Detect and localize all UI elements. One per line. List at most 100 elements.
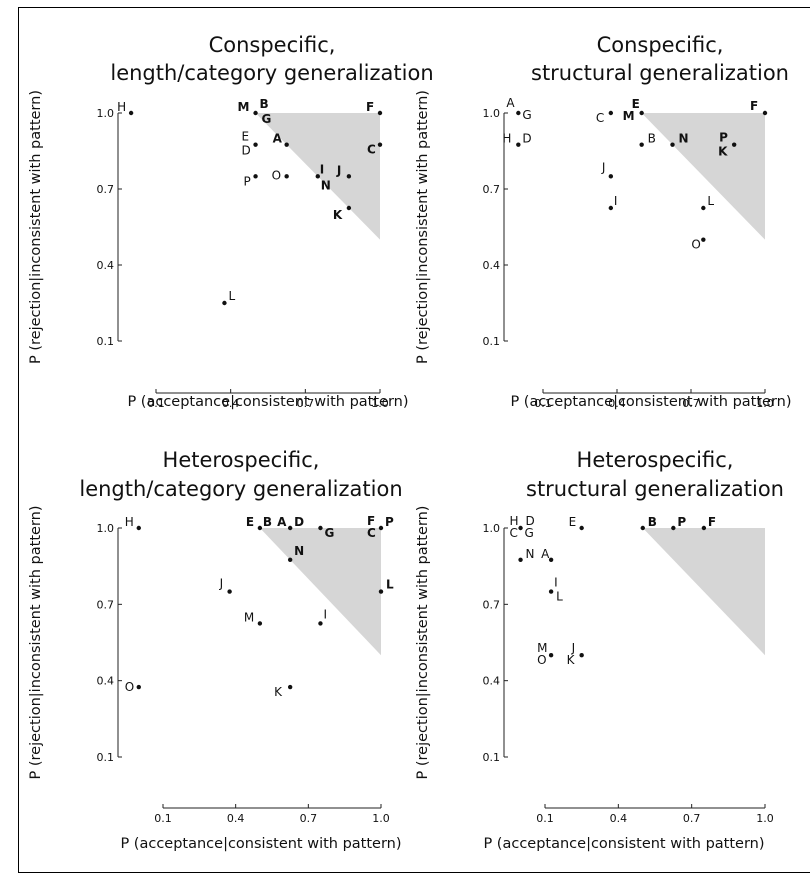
data-point	[318, 621, 323, 626]
point-label: P	[677, 515, 686, 529]
point-label: M	[537, 641, 547, 655]
data-point	[731, 142, 737, 147]
y-tick-label: 0.4	[97, 675, 115, 688]
point-label: I	[323, 607, 327, 621]
x-axis-label: P (acceptance|consistent with pattern)	[127, 394, 408, 410]
y-tick-label: 1.0	[483, 522, 501, 535]
data-point	[518, 525, 523, 531]
point-label: O	[272, 168, 281, 182]
x-tick-label: 1.0	[756, 812, 774, 825]
point-label: C	[367, 526, 376, 540]
y-tick-label: 0.1	[483, 335, 501, 348]
data-point	[287, 557, 293, 563]
data-point	[346, 205, 352, 211]
point-label: N	[679, 132, 689, 146]
data-point	[253, 174, 258, 179]
point-label: I	[614, 194, 618, 208]
y-tick-label: 0.4	[483, 259, 501, 272]
point-label: D	[522, 132, 531, 146]
point-label: K	[333, 208, 343, 222]
point-label: J	[571, 641, 576, 655]
point-label: E	[569, 515, 577, 529]
x-tick-label: 1.0	[371, 397, 389, 410]
y-tick-label: 0.7	[97, 183, 115, 196]
point-label: H	[125, 515, 134, 529]
point-label: B	[648, 515, 657, 529]
chart-panel-3: Heterospecific, length/category generaliz…	[28, 448, 403, 852]
point-label: O	[537, 653, 546, 667]
chart-title-line: Conspecific,	[209, 33, 336, 57]
point-label: N	[294, 544, 304, 558]
x-tick-label: 0.4	[222, 397, 240, 410]
data-point	[257, 621, 263, 626]
data-point	[608, 205, 614, 211]
x-axis-label: P (acceptance|consistent with pattern)	[483, 836, 764, 852]
point-label: H	[510, 514, 519, 528]
point-label: A	[277, 515, 287, 529]
point-label: P	[719, 131, 728, 145]
data-point	[136, 525, 141, 531]
x-tick-label: 0.4	[608, 397, 626, 410]
x-tick-label: 1.0	[756, 397, 774, 410]
data-point	[518, 557, 523, 563]
point-label: H	[117, 100, 126, 114]
point-label: A	[506, 96, 515, 110]
point-label: L	[707, 194, 714, 208]
y-axis-label: P (rejection|inconsistent with pattern)	[415, 506, 431, 780]
point-label: E	[632, 97, 640, 111]
point-label: I	[554, 576, 558, 590]
point-label: E	[246, 515, 254, 529]
point-label: I	[320, 162, 324, 176]
x-tick-label: 0.7	[297, 397, 315, 410]
shaded-region	[641, 113, 765, 240]
point-label: P	[385, 515, 394, 529]
point-label: A	[541, 547, 550, 561]
point-label: F	[708, 515, 716, 529]
data-point	[284, 142, 289, 147]
data-point	[548, 653, 554, 658]
y-tick-label: 0.4	[97, 259, 115, 272]
data-point	[377, 110, 383, 116]
data-point	[253, 142, 258, 147]
data-point	[671, 525, 676, 531]
y-axis-label: P (rejection|inconsistent with pattern)	[28, 90, 44, 364]
data-point	[516, 110, 521, 116]
point-label: O	[691, 238, 700, 252]
data-point	[136, 684, 141, 690]
data-point	[287, 525, 293, 531]
x-tick-label: 0.1	[154, 812, 172, 825]
data-point	[377, 142, 383, 147]
data-point	[701, 205, 706, 211]
point-label: N	[321, 178, 331, 192]
data-point	[548, 589, 554, 594]
point-label: D	[294, 515, 304, 529]
chart-title-line: structural generalization	[526, 477, 784, 501]
point-label: D	[242, 144, 251, 158]
data-point	[227, 589, 232, 594]
point-label: D	[526, 514, 535, 528]
point-label: H	[502, 132, 511, 146]
data-point	[762, 110, 768, 116]
chart-panel-1: Conspecific, length/category generalizati…	[28, 33, 434, 410]
data-point	[608, 110, 614, 116]
point-label: K	[718, 145, 728, 159]
point-label: B	[263, 515, 272, 529]
data-point	[257, 525, 263, 531]
data-point	[579, 525, 584, 531]
point-label: L	[228, 289, 235, 303]
data-point	[701, 525, 707, 531]
x-tick-label: 0.1	[147, 397, 165, 410]
data-point	[579, 653, 584, 658]
point-label: B	[260, 97, 269, 111]
chart-title-line: length/category generalization	[110, 61, 433, 85]
y-tick-label: 0.1	[97, 335, 115, 348]
chart-title-line: Heterospecific,	[577, 448, 734, 472]
point-label: G	[262, 112, 272, 126]
data-point	[639, 142, 644, 147]
chart-title-line: Conspecific,	[597, 33, 724, 57]
point-label: O	[125, 680, 134, 694]
point-label: L	[386, 578, 394, 592]
point-label: M	[244, 610, 254, 624]
y-tick-label: 0.1	[97, 751, 115, 764]
